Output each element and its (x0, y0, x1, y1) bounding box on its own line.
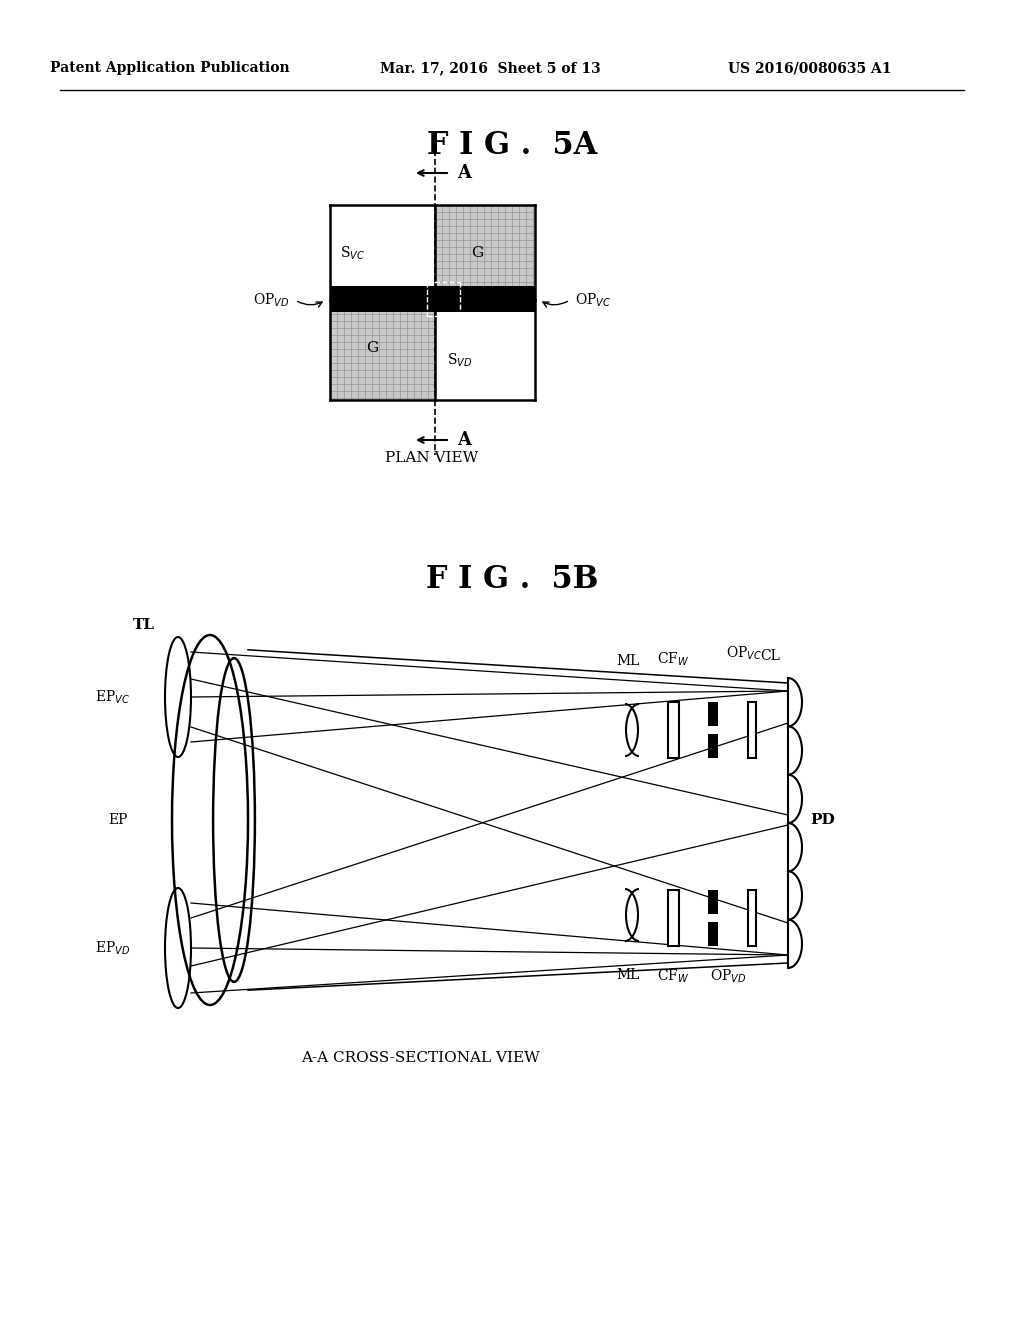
Text: EP: EP (109, 813, 128, 828)
Text: OP$_{VD}$: OP$_{VD}$ (710, 968, 746, 986)
Text: CF$_W$: CF$_W$ (656, 651, 689, 668)
Bar (708, 734, 718, 758)
Bar (708, 913, 718, 921)
Text: EP$_{VC}$: EP$_{VC}$ (95, 688, 130, 706)
Text: A: A (457, 164, 471, 182)
Bar (330, 286, 430, 312)
Text: F I G .  5B: F I G . 5B (426, 565, 598, 595)
Text: ML: ML (616, 968, 640, 982)
Text: CF$_W$: CF$_W$ (656, 968, 689, 986)
Bar (330, 300, 435, 400)
Bar (748, 890, 756, 946)
Bar (457, 286, 535, 312)
Text: Mar. 17, 2016  Sheet 5 of 13: Mar. 17, 2016 Sheet 5 of 13 (380, 61, 600, 75)
Text: PD: PD (810, 813, 835, 828)
Text: OP$_{VD}$: OP$_{VD}$ (254, 292, 290, 309)
Bar (708, 890, 718, 913)
Text: ML: ML (616, 653, 640, 668)
Text: OP$_{VC}$: OP$_{VC}$ (575, 292, 611, 309)
Text: F I G .  5A: F I G . 5A (427, 129, 597, 161)
Text: CL: CL (760, 649, 780, 663)
Bar (668, 890, 679, 946)
Text: OP$_{VC}$: OP$_{VC}$ (726, 644, 762, 663)
Text: EP$_{VD}$: EP$_{VD}$ (94, 940, 130, 957)
Text: G: G (366, 341, 378, 355)
Bar (708, 726, 718, 734)
Bar (435, 300, 535, 400)
Bar (748, 702, 756, 758)
Text: PLAN VIEW: PLAN VIEW (385, 451, 478, 465)
Bar (330, 205, 435, 300)
Text: A: A (457, 432, 471, 449)
Bar (430, 286, 457, 312)
Text: TL: TL (133, 618, 155, 632)
Bar (668, 702, 679, 758)
Text: S$_{VD}$: S$_{VD}$ (447, 351, 472, 368)
Text: US 2016/0080635 A1: US 2016/0080635 A1 (728, 61, 892, 75)
Text: S$_{VC}$: S$_{VC}$ (340, 244, 366, 261)
Text: A-A CROSS-SECTIONAL VIEW: A-A CROSS-SECTIONAL VIEW (301, 1051, 540, 1065)
Text: G: G (471, 246, 483, 260)
Bar (435, 205, 535, 300)
Text: Patent Application Publication: Patent Application Publication (50, 61, 290, 75)
Bar (708, 702, 718, 726)
Bar (708, 921, 718, 946)
